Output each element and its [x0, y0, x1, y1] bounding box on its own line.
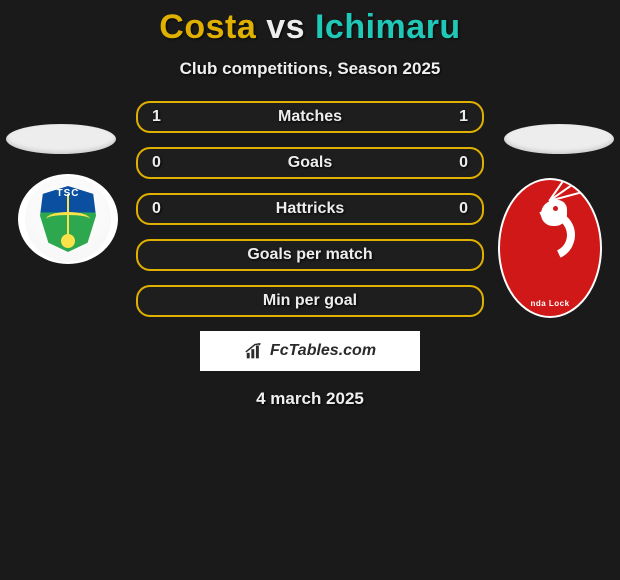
page-title: Costa vs Ichimaru	[0, 0, 620, 47]
stat-right-value: 0	[448, 154, 468, 172]
stat-left-value: 1	[152, 108, 172, 126]
stat-row: 1 Matches 1	[136, 101, 484, 133]
shield-icon	[40, 186, 96, 252]
player1-name: Costa	[159, 8, 256, 46]
player2-portrait-placeholder	[504, 124, 614, 154]
stat-row: Goals per match	[136, 239, 484, 271]
stat-row: 0 Hattricks 0	[136, 193, 484, 225]
team2-logo-text: nda Lock	[500, 299, 600, 308]
stat-row: Min per goal	[136, 285, 484, 317]
bar-chart-icon	[244, 340, 266, 362]
stat-left-value: 0	[152, 200, 172, 218]
stat-left-value: 0	[152, 154, 172, 172]
vs-text: vs	[266, 8, 305, 46]
stat-label: Goals	[288, 154, 332, 172]
branding-text: FcTables.com	[270, 342, 376, 360]
stat-right-value: 0	[448, 200, 468, 218]
stat-label: Goals per match	[247, 246, 372, 264]
player2-name: Ichimaru	[315, 8, 461, 46]
team2-logo: nda Lock	[498, 178, 602, 318]
player1-portrait-placeholder	[6, 124, 116, 154]
stat-label: Matches	[278, 108, 342, 126]
team1-logo	[18, 174, 118, 264]
stat-label: Hattricks	[276, 200, 344, 218]
stat-row: 0 Goals 0	[136, 147, 484, 179]
subtitle: Club competitions, Season 2025	[0, 59, 620, 79]
stat-right-value: 1	[448, 108, 468, 126]
branding-box: FcTables.com	[200, 331, 420, 371]
stat-label: Min per goal	[263, 292, 357, 310]
shrimp-icon	[513, 192, 587, 282]
match-date: 4 march 2025	[0, 389, 620, 409]
